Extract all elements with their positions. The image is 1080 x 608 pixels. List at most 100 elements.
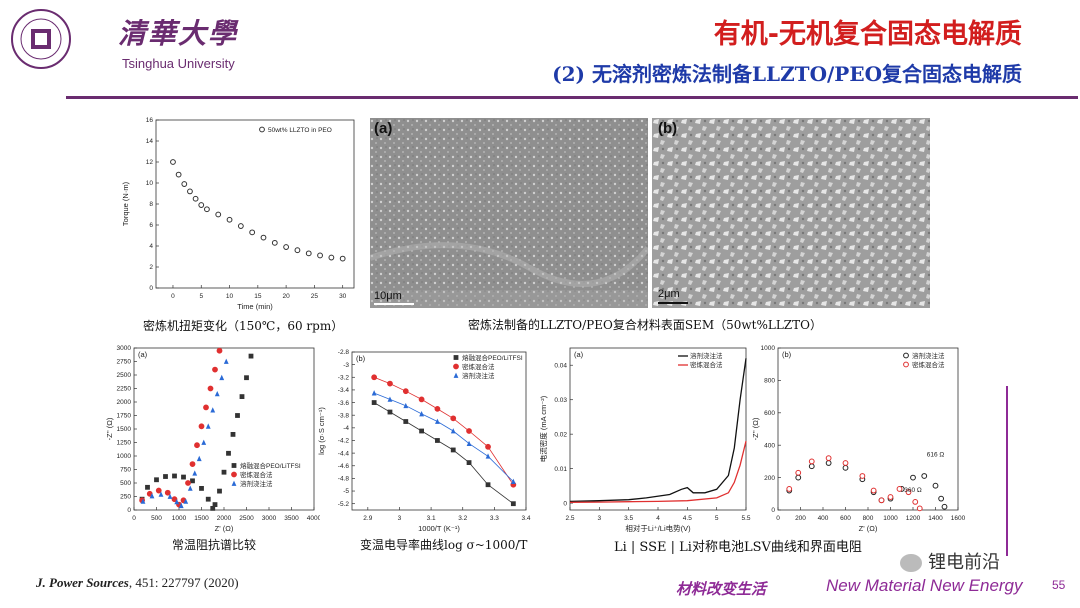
legend-marker (453, 372, 459, 378)
arrhenius-chart: 2.9 3 3.1 3.2 3.3 3.4 -5.2 -5 -4.8 -4.6 -4.4 -4.2 -4… (317, 349, 531, 533)
data-point (214, 391, 220, 397)
y-tick-label: -4.2 (338, 438, 350, 445)
y-tick-label: 400 (764, 442, 775, 449)
sem-b-scale-bar (658, 302, 688, 304)
sem-a-label: (a) (374, 120, 393, 137)
legend-marker (903, 352, 909, 359)
data-point (932, 482, 939, 489)
data-point (941, 503, 948, 510)
header-divider (66, 96, 1078, 99)
data-point (387, 380, 393, 387)
panel-label: (a) (574, 350, 584, 359)
data-point (466, 440, 472, 447)
data-point (212, 366, 218, 373)
data-point (795, 474, 802, 481)
y-tick-label: 500 (120, 480, 131, 487)
data-point (207, 385, 214, 392)
data-point (210, 505, 216, 511)
brand-name-cn: 清華大學 (118, 17, 239, 50)
data-point (170, 159, 176, 165)
data-point (158, 491, 164, 497)
annotation-label: 616 Ω (927, 452, 945, 459)
y-tick-label: 16 (146, 117, 154, 124)
y-tick-label: 0.02 (554, 431, 567, 438)
data-point (221, 469, 227, 475)
x-tick-label: 1600 (951, 515, 966, 522)
sem-image-b: (b) 2μm (652, 118, 930, 308)
lsv-chart: 2.5 3 3.5 4 4.5 5 5.5 0 0.01 0.02 0.03 0.04 相对于Li⁺/L… (540, 347, 751, 533)
data-point (230, 432, 236, 437)
data-point (328, 254, 335, 261)
y-tick-label: -4.8 (338, 476, 350, 483)
data-point (435, 418, 440, 424)
data-point (808, 458, 815, 465)
x-tick-label: 0 (132, 515, 136, 522)
plot-frame (133, 347, 315, 511)
data-point (145, 484, 150, 490)
data-point (198, 423, 205, 430)
nyquist-chart: 0 200 400 600 800 1000 1200 1400 1600 0 200 400 600 8… (752, 345, 966, 533)
data-point (199, 486, 204, 491)
caption-lsv: Li | SSE | Li对称电池LSV曲线和界面电阻 (614, 540, 862, 555)
legend-label: 溶剂浇注法 (912, 351, 945, 360)
data-point (305, 250, 312, 257)
x-tick-label: 2.9 (363, 515, 372, 522)
data-point (190, 478, 195, 484)
x-tick-label: 3500 (284, 515, 299, 522)
data-point (887, 494, 894, 500)
data-point (244, 375, 249, 381)
data-point (249, 229, 256, 236)
x-tick-label: 20 (282, 293, 290, 300)
y-tick-label: 1500 (117, 426, 132, 433)
panel-label: (b) (356, 354, 366, 363)
y-tick-label: 8 (149, 201, 153, 208)
data-point (419, 411, 424, 417)
sem-b-scale-label: 2μm (658, 288, 680, 300)
data-point (896, 486, 903, 492)
data-point (194, 442, 200, 449)
data-point (239, 394, 245, 399)
data-point (217, 488, 222, 494)
data-point (450, 415, 457, 422)
footer-slogan-cn: 材料改变生活 (676, 580, 767, 598)
y-tick-label: -5.2 (338, 501, 350, 508)
series-line (569, 440, 747, 504)
series-line (373, 392, 514, 482)
x-axis-label: Time (min) (237, 302, 273, 311)
x-axis-label: Z' (Ω) (859, 524, 878, 533)
x-tick-label: 3.1 (427, 515, 436, 522)
data-point (248, 353, 254, 359)
y-tick-label: 200 (764, 475, 775, 482)
data-point (795, 469, 802, 476)
caption-torque: 密炼机扭矩变化（150℃，60 rpm） (143, 319, 344, 333)
data-point (916, 505, 923, 512)
wechat-icon (900, 554, 922, 572)
x-tick-label: 0 (171, 293, 175, 300)
y-tick-label: 4 (149, 243, 153, 250)
data-point (786, 486, 793, 492)
x-tick-label: 0 (776, 515, 780, 522)
data-point (450, 428, 456, 434)
data-point (210, 407, 216, 413)
data-point (212, 502, 218, 507)
x-tick-label: 200 (795, 515, 806, 522)
data-point (402, 388, 409, 395)
data-point (825, 460, 832, 466)
data-point (419, 428, 424, 434)
y-tick-label: 3000 (117, 345, 132, 352)
y-tick-label: 0.04 (554, 362, 567, 369)
x-tick-label: 4000 (307, 515, 320, 522)
data-point (870, 487, 877, 494)
x-tick-label: 15 (254, 293, 262, 300)
data-point (317, 252, 323, 259)
y-tick-label: 12 (146, 159, 154, 166)
data-point (198, 202, 205, 208)
data-point (196, 455, 202, 462)
watermark: 锂电前沿 (900, 548, 1000, 574)
data-point (178, 502, 184, 509)
x-tick-label: 3.5 (624, 515, 633, 522)
legend-marker (231, 480, 237, 486)
y-tick-label: -3.2 (338, 374, 350, 381)
y-tick-label: 14 (146, 138, 154, 145)
legend-label: 密炼混合法 (690, 360, 723, 369)
